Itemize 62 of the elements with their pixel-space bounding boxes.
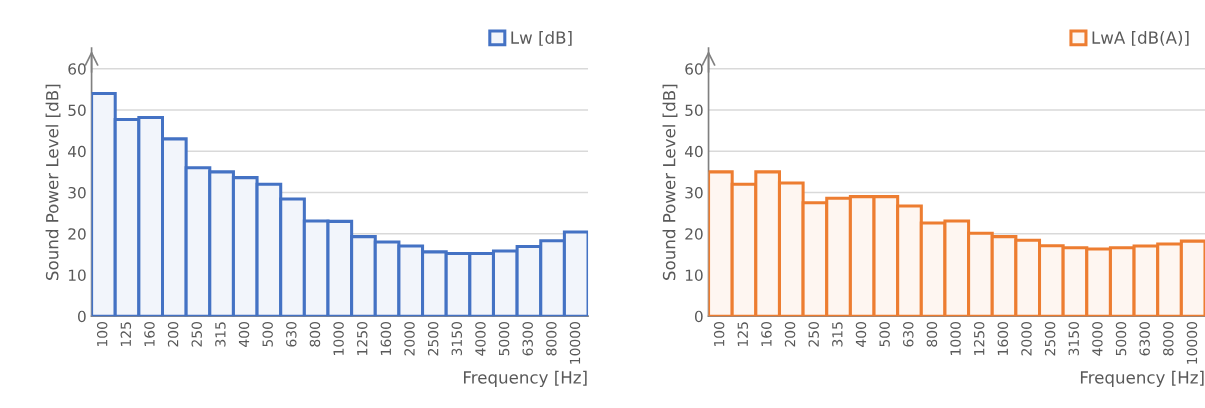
y-tick-label: 50	[68, 104, 86, 117]
x-tick-label: 100	[96, 321, 108, 347]
legend-label: Lw [dB]	[511, 30, 572, 46]
x-tick-label: 2500	[1044, 321, 1056, 356]
x-tick-label: 315	[832, 322, 843, 347]
x-tick-label: 4000	[475, 321, 486, 356]
x-tick-label: 315	[215, 322, 226, 347]
x-tick-label: 200	[784, 321, 796, 347]
x-tick-label: 400	[238, 321, 250, 347]
y-tick-label: 60	[68, 63, 86, 75]
x-tick-label: 800	[926, 321, 938, 347]
x-tick-label: 250	[808, 321, 819, 347]
x-tick-label: 5000	[1115, 321, 1127, 356]
x-tick-label: 1250	[973, 321, 985, 355]
x-tick-label: 400	[855, 321, 867, 347]
y-axis-title: Sound Power Level [dB]	[45, 84, 61, 280]
x-tick-label: 1000	[950, 321, 961, 355]
x-tick-label: 125	[737, 322, 749, 347]
x-tick-label: 10000	[569, 321, 581, 364]
y-tick-label: 20	[68, 228, 86, 240]
x-tick-label: 500	[262, 321, 273, 347]
x-tick-label: 125	[120, 322, 132, 347]
x-tick-label: 1600	[997, 321, 1009, 355]
x-tick-label: 1000	[333, 321, 344, 355]
x-tick-label: 3150	[1068, 321, 1079, 356]
x-tick-label: 1600	[380, 321, 392, 355]
x-tick-label: 3150	[451, 321, 463, 356]
x-tick-label: 2500	[427, 321, 439, 356]
y-tick-label: 40	[68, 145, 86, 158]
y-tick-label: 30	[68, 186, 86, 199]
x-axis-title: Frequency [Hz]	[463, 370, 587, 387]
x-tick-label: 160	[144, 321, 155, 347]
y-tick-label: 10	[685, 269, 703, 281]
y-tick-label: 0	[694, 310, 703, 323]
x-tick-label: 800	[309, 321, 321, 347]
y-tick-label: 10	[68, 269, 86, 281]
y-axis-title: Sound Power Level [dB]	[662, 84, 678, 280]
y-tick-label: 60	[685, 63, 703, 75]
x-tick-label: 100	[713, 321, 725, 347]
x-tick-label: 6300	[522, 321, 533, 356]
x-tick-label: 630	[286, 321, 297, 347]
x-tick-label: 250	[191, 321, 202, 347]
y-tick-label: 50	[685, 104, 703, 117]
y-tick-label: 20	[685, 228, 703, 240]
x-tick-label: 1250	[356, 321, 368, 355]
x-tick-label: 630	[903, 321, 914, 347]
x-axis-title: Frequency [Hz]	[1080, 370, 1204, 387]
x-tick-label: 8000	[546, 321, 557, 356]
x-tick-label: 2000	[404, 321, 415, 356]
y-tick-label: 30	[685, 186, 703, 199]
x-tick-label: 10000	[1186, 321, 1198, 364]
x-tick-label: 160	[761, 321, 772, 347]
y-tick-label: 0	[78, 310, 86, 323]
x-tick-label: 500	[879, 321, 890, 347]
x-tick-label: 5000	[498, 321, 510, 356]
x-tick-label: 2000	[1021, 321, 1032, 356]
y-tick-label: 40	[684, 145, 703, 158]
x-tick-label: 6300	[1139, 321, 1150, 356]
legend-label: LwA [dB(A)]	[1092, 30, 1189, 46]
x-tick-label: 8000	[1163, 321, 1174, 356]
x-tick-label: 200	[167, 321, 179, 347]
x-tick-label: 4000	[1092, 321, 1103, 356]
